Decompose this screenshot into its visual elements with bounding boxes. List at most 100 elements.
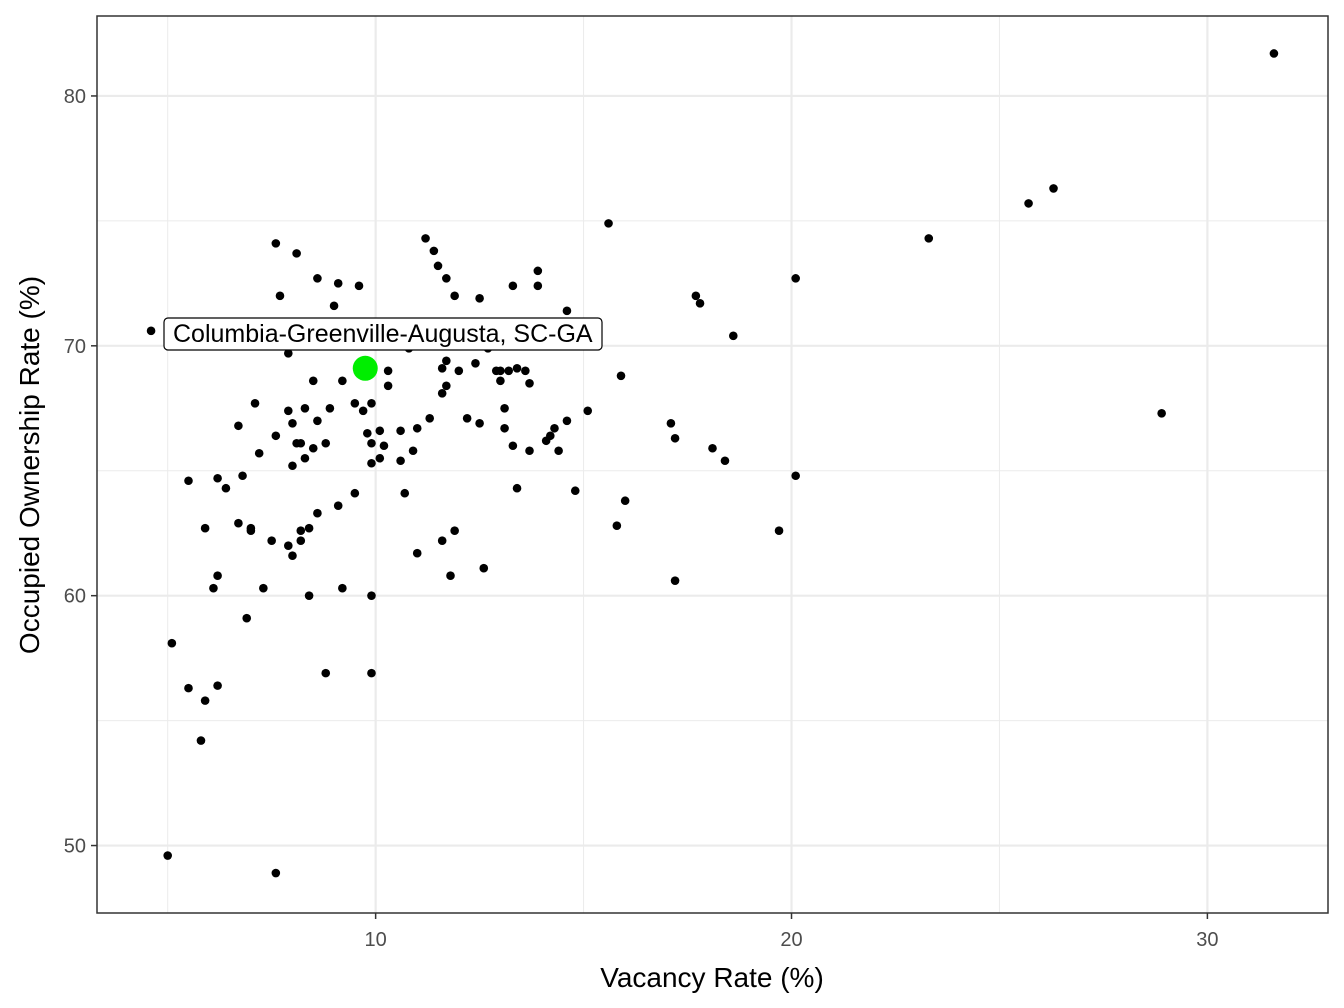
data-point xyxy=(1157,408,1166,418)
data-point xyxy=(691,291,701,301)
data-point xyxy=(396,456,405,466)
data-point xyxy=(271,868,281,878)
data-point xyxy=(338,376,347,386)
data-point xyxy=(333,279,343,288)
data-point xyxy=(616,371,626,381)
data-point xyxy=(284,406,293,416)
data-point xyxy=(666,418,676,428)
x-tick-label: 20 xyxy=(780,929,802,951)
data-point xyxy=(562,306,572,316)
data-point xyxy=(367,458,376,468)
data-point xyxy=(213,473,222,483)
data-point xyxy=(383,366,393,376)
data-point xyxy=(313,274,322,283)
data-point xyxy=(425,413,435,423)
data-point xyxy=(521,366,530,376)
data-point xyxy=(450,291,459,301)
data-point xyxy=(508,281,518,291)
data-point xyxy=(383,381,393,391)
data-point xyxy=(620,496,630,506)
data-point xyxy=(213,571,222,580)
data-point xyxy=(400,488,410,498)
data-point xyxy=(167,638,177,648)
data-point xyxy=(583,406,593,416)
data-point xyxy=(300,453,310,463)
data-point xyxy=(267,536,276,546)
data-point xyxy=(367,668,376,678)
data-point xyxy=(246,523,256,533)
x-axis: 10 20 30 xyxy=(365,913,1219,951)
data-point xyxy=(292,249,301,258)
data-point xyxy=(533,281,543,291)
x-tick-label: 10 xyxy=(365,929,387,951)
data-point xyxy=(433,261,443,271)
data-point xyxy=(221,483,231,493)
data-point xyxy=(350,488,360,498)
data-point xyxy=(512,483,522,493)
data-point xyxy=(546,431,555,441)
data-points xyxy=(146,49,1279,878)
data-point xyxy=(670,433,680,443)
data-point xyxy=(238,471,247,481)
x-tick-label: 30 xyxy=(1196,929,1218,951)
data-point xyxy=(695,299,705,308)
data-point xyxy=(304,591,314,600)
data-point xyxy=(184,683,193,693)
data-point xyxy=(308,443,318,453)
data-point xyxy=(1049,184,1058,193)
data-point xyxy=(500,403,509,413)
y-tick-label: 80 xyxy=(64,86,86,108)
data-point xyxy=(284,541,293,551)
data-point xyxy=(350,398,360,408)
highlight-point xyxy=(352,355,378,381)
y-axis: 50 60 70 80 xyxy=(64,86,97,858)
data-point xyxy=(271,431,281,441)
data-point xyxy=(421,234,430,243)
data-point xyxy=(200,523,210,533)
data-point xyxy=(442,274,451,283)
data-point xyxy=(554,446,563,456)
data-point xyxy=(475,418,484,428)
data-point xyxy=(375,453,385,463)
data-point xyxy=(325,403,335,413)
data-point xyxy=(479,563,489,573)
callout-label: Columbia-Greenville-Augusta, SC-GA xyxy=(173,320,593,348)
data-point xyxy=(379,441,389,451)
data-point xyxy=(250,398,260,408)
x-axis-title: Vacancy Rate (%) xyxy=(600,962,824,993)
data-point xyxy=(367,438,376,448)
data-point xyxy=(525,446,534,456)
data-point xyxy=(496,376,505,386)
data-point xyxy=(570,486,580,496)
data-point xyxy=(275,291,285,301)
data-point xyxy=(450,526,459,536)
data-point xyxy=(313,416,322,426)
data-point xyxy=(213,681,222,690)
data-point xyxy=(462,413,472,423)
data-point xyxy=(367,591,376,600)
data-point xyxy=(437,536,447,546)
highlight-group: Columbia-Greenville-Augusta, SC-GA xyxy=(163,317,603,381)
data-point xyxy=(308,376,318,386)
data-point xyxy=(329,301,339,311)
data-point xyxy=(288,551,297,560)
data-point xyxy=(304,523,314,533)
data-point xyxy=(396,426,405,436)
data-point xyxy=(313,508,322,518)
data-point xyxy=(271,239,281,248)
callout-box xyxy=(163,317,603,351)
data-point xyxy=(234,421,243,431)
data-point xyxy=(454,366,464,376)
data-point xyxy=(375,426,385,436)
y-tick-label: 60 xyxy=(64,586,86,608)
data-point xyxy=(442,356,451,366)
data-point xyxy=(604,219,613,228)
data-point xyxy=(333,501,343,511)
data-point xyxy=(321,438,331,448)
data-point xyxy=(146,326,156,336)
data-point xyxy=(533,266,543,276)
data-point xyxy=(196,736,206,745)
panel-border xyxy=(96,15,1329,914)
data-point xyxy=(670,576,680,585)
